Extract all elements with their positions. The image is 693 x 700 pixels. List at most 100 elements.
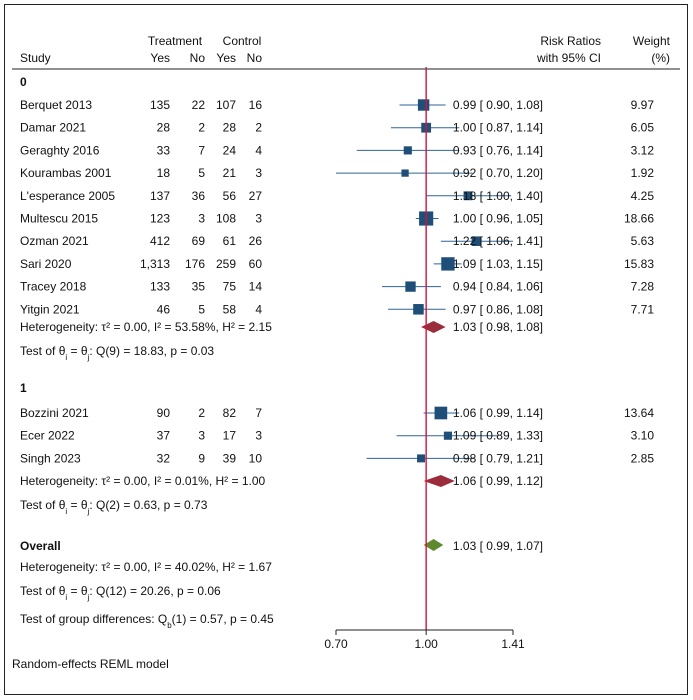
group-heterogeneity: Heterogeneity: τ² = 0.00, I² = 53.58%, H… (20, 320, 272, 334)
study-weight: 2.85 (631, 451, 655, 465)
study-marker (417, 99, 430, 111)
treatment-no: 5 (198, 166, 205, 180)
group-label: 0 (20, 75, 27, 89)
control-yes: 24 (223, 143, 237, 157)
group-diamond (421, 321, 446, 333)
header-study: Study (20, 51, 51, 65)
treatment-no: 3 (198, 212, 205, 226)
study-ci: 1.18 [ 1.00, 1.40] (453, 189, 543, 203)
study-weight: 4.25 (631, 189, 655, 203)
treatment-yes: 90 (157, 406, 171, 420)
study-ci: 1.22 [ 1.06, 1.41] (453, 234, 543, 248)
study-weight: 5.63 (631, 234, 655, 248)
group-ci: 1.03 [ 0.98, 1.08] (453, 320, 543, 334)
treatment-no: 35 (192, 280, 206, 294)
study-marker (401, 169, 409, 177)
study-ci: 0.92 [ 0.70, 1.20] (453, 166, 543, 180)
study-name: Ozman 2021 (20, 234, 89, 248)
treatment-no: 176 (185, 257, 205, 271)
control-yes: 108 (216, 212, 236, 226)
control-no: 4 (255, 143, 262, 157)
study-name: Tracey 2018 (20, 280, 87, 294)
treatment-no: 2 (198, 121, 205, 135)
control-no: 10 (249, 451, 263, 465)
header-treatment-yes: Yes (150, 51, 170, 65)
overall-label: Overall (20, 539, 61, 553)
study-marker (417, 454, 426, 463)
header-effect-ci: with 95% CI (536, 51, 601, 65)
study-name: L'esperance 2005 (20, 189, 115, 203)
study-marker (443, 431, 453, 440)
study-name: Damar 2021 (20, 121, 86, 135)
x-tick-label: 0.70 (324, 637, 348, 651)
treatment-yes: 28 (157, 121, 171, 135)
study-marker (413, 304, 424, 315)
study-weight: 7.28 (631, 280, 655, 294)
study-weight: 7.71 (631, 302, 655, 316)
control-no: 16 (249, 98, 263, 112)
header-treatment: Treatment (148, 34, 203, 48)
control-yes: 21 (223, 166, 237, 180)
treatment-no: 3 (198, 429, 205, 443)
treatment-yes: 137 (150, 189, 170, 203)
control-yes: 28 (223, 121, 237, 135)
study-weight: 1.92 (631, 166, 655, 180)
study-marker (405, 281, 416, 292)
study-ci: 0.94 [ 0.84, 1.06] (453, 280, 543, 294)
study-weight: 3.10 (631, 429, 655, 443)
study-ci: 0.93 [ 0.76, 1.14] (453, 143, 543, 157)
control-yes: 75 (223, 280, 237, 294)
treatment-yes: 32 (157, 451, 171, 465)
header-weight: Weight (633, 34, 671, 48)
group-ci: 1.06 [ 0.99, 1.12] (453, 474, 543, 488)
overall-homogeneity-test: Test of θi = θj: Q(12) = 20.26, p = 0.06 (20, 584, 221, 602)
treatment-yes: 133 (150, 280, 170, 294)
treatment-yes: 135 (150, 98, 170, 112)
group-homogeneity-test: Test of θi = θj: Q(9) = 18.83, p = 0.03 (20, 344, 214, 362)
study-ci: 0.98 [ 0.79, 1.21] (453, 451, 543, 465)
header-control-yes: Yes (216, 51, 236, 65)
study-name: Geraghty 2016 (20, 143, 100, 157)
control-no: 2 (255, 121, 262, 135)
study-ci: 0.99 [ 0.90, 1.08] (453, 98, 543, 112)
control-no: 7 (255, 406, 262, 420)
study-name: Singh 2023 (20, 451, 81, 465)
control-no: 3 (255, 166, 262, 180)
treatment-yes: 37 (157, 429, 171, 443)
treatment-yes: 123 (150, 212, 170, 226)
study-weight: 9.97 (631, 98, 655, 112)
study-ci: 1.00 [ 0.87, 1.14] (453, 121, 543, 135)
study-marker (471, 236, 482, 246)
study-name: Berquet 2013 (20, 98, 92, 112)
treatment-no: 7 (198, 143, 205, 157)
treatment-yes: 412 (150, 234, 170, 248)
study-weight: 6.05 (631, 121, 655, 135)
treatment-no: 9 (198, 451, 205, 465)
control-yes: 56 (223, 189, 237, 203)
control-yes: 82 (223, 406, 237, 420)
study-marker (403, 146, 412, 155)
group-heterogeneity: Heterogeneity: τ² = 0.00, I² = 0.01%, H²… (20, 474, 266, 488)
study-name: Kourambas 2001 (20, 166, 112, 180)
overall-heterogeneity: Heterogeneity: τ² = 0.00, I² = 40.02%, H… (20, 560, 272, 574)
study-weight: 13.64 (624, 406, 654, 420)
x-tick-label: 1.41 (501, 637, 525, 651)
control-no: 3 (255, 212, 262, 226)
study-name: Bozzini 2021 (20, 406, 89, 420)
treatment-yes: 1,313 (140, 257, 170, 271)
study-weight: 18.66 (624, 212, 654, 226)
study-ci: 0.97 [ 0.86, 1.08] (453, 302, 543, 316)
treatment-no: 2 (198, 406, 205, 420)
control-yes: 259 (216, 257, 236, 271)
study-name: Yitgin 2021 (20, 302, 80, 316)
control-no: 60 (249, 257, 263, 271)
group-homogeneity-test: Test of θi = θj: Q(2) = 0.63, p = 0.73 (20, 498, 208, 516)
treatment-no: 22 (192, 98, 206, 112)
control-yes: 58 (223, 302, 237, 316)
header-effect: Risk Ratios (540, 34, 601, 48)
treatment-no: 5 (198, 302, 205, 316)
treatment-no: 36 (192, 189, 206, 203)
model-note: Random-effects REML model (12, 657, 169, 671)
control-no: 4 (255, 302, 262, 316)
